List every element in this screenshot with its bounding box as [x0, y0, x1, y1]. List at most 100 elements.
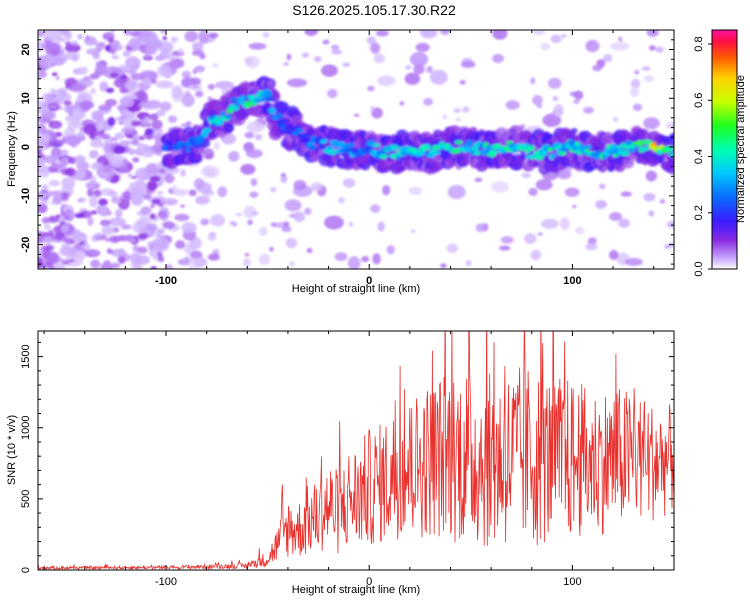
spectrogram-noise-cell: [280, 172, 287, 177]
spectrogram-ridge-core: [628, 147, 637, 153]
spectrogram-noise-cell: [259, 253, 271, 265]
spectrogram-noise-cell: [207, 83, 215, 90]
spectrogram-noise-cell: [149, 213, 156, 219]
spectrogram-noise-cell: [573, 99, 580, 104]
spectrogram-noise-cell: [207, 232, 217, 241]
spectrogram-noise-cell: [462, 106, 470, 113]
spectrogram-ridge-core: [230, 96, 237, 103]
spectrogram-noise-cell: [49, 120, 54, 125]
spectrogram-noise-cell: [446, 243, 459, 254]
spectrogram-noise-cell: [632, 103, 643, 112]
spectrogram-noise-cell: [284, 199, 302, 212]
spectrogram-noise-cell: [52, 263, 66, 269]
spectrogram-noise-cell: [419, 30, 438, 39]
spectrogram-ridge-core: [307, 144, 317, 151]
spectrogram-noise-cell: [157, 251, 163, 257]
spectrogram-noise-cell: [49, 62, 57, 67]
spectrogram-noise-cell: [81, 85, 87, 89]
spectrogram-noise-cell: [38, 203, 48, 214]
spectrogram-noise-cell: [164, 173, 175, 184]
spectrogram-noise-cell: [262, 31, 270, 38]
spectrogram-ridge-core: [318, 143, 325, 150]
spectrogram-noise-cell: [181, 77, 193, 88]
spectrogram-noise-cell: [246, 121, 265, 133]
spectrogram-ridge-core: [624, 140, 633, 146]
spectrogram-noise-cell: [282, 62, 290, 66]
spectrogram-noise-cell: [564, 187, 580, 197]
spectrogram-ridge-core: [454, 140, 463, 145]
spectrogram-noise-cell: [144, 53, 151, 59]
spectrogram-noise-cell: [94, 41, 104, 49]
spectrogram-noise-cell: [415, 42, 430, 52]
figure-title: S126.2025.105.17.30.R22: [292, 2, 456, 18]
spectrogram-ridge-core: [204, 127, 212, 133]
colorbar-tick-label: 0.2: [693, 205, 705, 220]
spectrogram-ridge-core: [465, 139, 474, 146]
snr-y-label: SNR (10 * v/v): [6, 415, 18, 485]
spectrogram-noise-cell: [69, 259, 75, 262]
y-tick-label: 500: [20, 490, 32, 508]
spectrogram-noise-cell: [107, 190, 118, 197]
spectrogram-noise-cell: [172, 188, 189, 197]
x-tick-label: 0: [366, 576, 372, 588]
x-tick-label: -100: [155, 576, 177, 588]
spectrogram-noise-cell: [99, 143, 104, 148]
spectrogram-noise-cell: [212, 63, 220, 67]
spectrogram-noise-cell: [72, 111, 86, 119]
spectrogram-noise-cell: [361, 255, 370, 263]
spectrogram-noise-cell: [64, 78, 68, 81]
spectrogram-ridge-core: [534, 153, 544, 161]
spectrogram-ridge-core: [224, 114, 233, 119]
spectrogram-noise-cell: [634, 70, 640, 75]
spectrogram-noise-cell: [43, 155, 58, 164]
spectrogram-noise-cell: [370, 204, 381, 213]
spectrogram-noise-cell: [375, 30, 389, 37]
spectrogram-noise-cell: [156, 228, 166, 234]
spectrogram-noise-cell: [47, 229, 55, 238]
spectrogram-y-label: Frequency (Hz): [6, 111, 18, 187]
spectrogram-noise-cell: [157, 211, 168, 219]
spectrogram-noise-cell: [139, 136, 145, 141]
spectrogram-ridge-core: [253, 97, 262, 103]
spectrogram-ridge-core: [173, 145, 181, 151]
spectrogram-noise-cell: [666, 220, 674, 229]
snr-frame: [37, 330, 675, 571]
spectrogram-ridge-core: [620, 150, 630, 157]
spectrogram-noise-cell: [55, 76, 60, 80]
spectrogram-noise-cell: [592, 64, 603, 72]
spectrogram-noise-cell: [217, 186, 228, 198]
spectrogram-noise-cell: [104, 98, 117, 107]
spectrogram-noise-cell: [44, 190, 53, 198]
spectrogram-noise-cell: [327, 88, 338, 99]
spectrogram-ridge-core: [300, 133, 310, 139]
spectrogram-y-ticks: -20 -10 0 10 20: [20, 29, 674, 265]
snr-panel: -100 0 100 0 500 1000 1500 Height of straight…: [6, 330, 675, 596]
spectrogram-noise-cell: [48, 179, 60, 187]
spectrogram-noise-cell: [310, 182, 323, 192]
spectrogram-noise-cell: [65, 167, 76, 177]
spectrogram-noise-cell: [198, 30, 210, 44]
spectrogram-ridge-core: [346, 146, 352, 153]
spectrogram-ridge-cell: [570, 127, 578, 135]
spectrogram-noise-cell: [94, 232, 103, 238]
spectrogram-noise-cell: [88, 154, 98, 159]
spectrogram-noise-cell: [114, 132, 125, 140]
spectrogram-noise-cell: [131, 180, 148, 196]
spectrogram-noise-cell: [118, 165, 129, 172]
spectrogram-noise-cell: [455, 117, 462, 121]
spectrogram-noise-cell: [426, 66, 433, 74]
spectrogram-noise-cell: [119, 87, 129, 94]
spectrogram-noise-cell: [50, 162, 64, 169]
spectrogram-noise-cell: [228, 150, 240, 162]
spectrogram-noise-cell: [155, 80, 174, 89]
spectrogram-noise-cell: [404, 72, 421, 85]
y-tick-label: -20: [20, 237, 32, 253]
spectrogram-noise-cell: [38, 130, 42, 137]
spectrogram-noise-cell: [289, 261, 295, 267]
spectrogram-noise-cell: [645, 170, 658, 182]
spectrogram-noise-cell: [618, 36, 623, 42]
spectrogram-noise-cell: [151, 198, 162, 205]
spectrogram-noise-cell: [57, 87, 68, 98]
spectrogram-noise-cell: [530, 249, 542, 261]
spectrogram-ridge-core: [275, 113, 284, 119]
